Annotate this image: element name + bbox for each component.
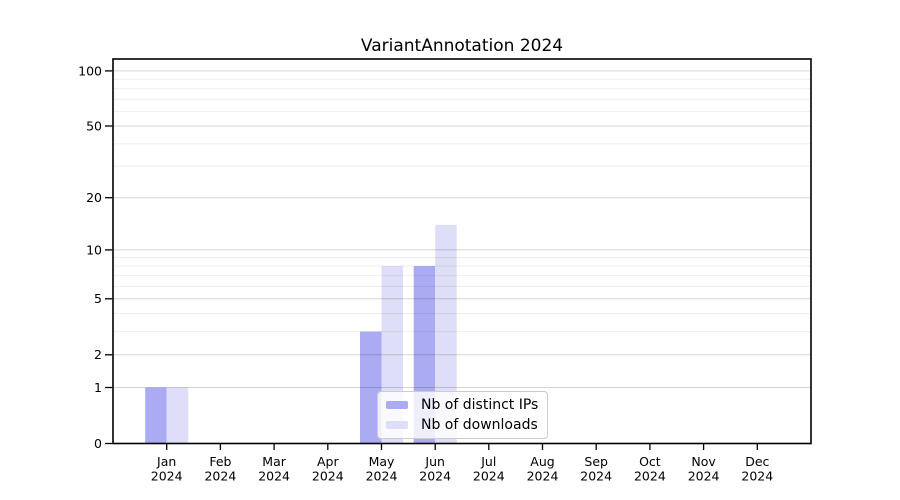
legend-item-downloads: Nb of downloads — [386, 416, 538, 434]
x-tick-label-may-2024: May — [369, 454, 395, 469]
x-tick-label-sep-2024-year: 2024 — [580, 469, 612, 484]
legend-label-distinct-ips: Nb of distinct IPs — [421, 396, 539, 413]
x-tick-label-dec-2024-year: 2024 — [741, 469, 773, 484]
x-tick-label-dec-2024: Dec — [745, 454, 769, 469]
x-tick-label-mar-2024-year: 2024 — [258, 469, 290, 484]
x-tick-label-oct-2024: Oct — [639, 454, 661, 469]
x-tick-label-aug-2024-year: 2024 — [527, 469, 559, 484]
y-tick-label-20: 20 — [86, 190, 102, 205]
x-tick-label-apr-2024: Apr — [317, 454, 339, 469]
x-tick-label-jul-2024: Jul — [480, 454, 496, 469]
x-tick-label-nov-2024: Nov — [691, 454, 716, 469]
legend-label-downloads: Nb of downloads — [421, 416, 538, 433]
y-tick-label-2: 2 — [94, 347, 102, 362]
y-tick-label-5: 5 — [94, 291, 102, 306]
legend-swatch-distinct-ips — [386, 401, 408, 409]
bar-nb-of-distinct-ips-may-2024 — [360, 331, 382, 444]
plot-border — [112, 58, 812, 445]
x-tick-label-aug-2024: Aug — [530, 454, 554, 469]
x-tick-label-jun-2024: Jun — [424, 454, 445, 469]
y-tick-label-100: 100 — [78, 63, 102, 78]
y-tick-label-10: 10 — [86, 242, 102, 257]
y-tick-label-50: 50 — [86, 118, 102, 133]
x-tick-label-feb-2024: Feb — [209, 454, 231, 469]
x-tick-label-apr-2024-year: 2024 — [312, 469, 344, 484]
bar-nb-of-distinct-ips-jan-2024 — [145, 387, 167, 444]
x-tick-label-oct-2024-year: 2024 — [634, 469, 666, 484]
y-tick-label-0: 0 — [94, 436, 102, 451]
x-tick-label-nov-2024-year: 2024 — [688, 469, 720, 484]
legend-swatch-downloads — [386, 421, 408, 429]
x-tick-label-jan-2024-year: 2024 — [151, 469, 183, 484]
bar-nb-of-downloads-jun-2024 — [435, 224, 457, 444]
x-tick-label-jan-2024: Jan — [156, 454, 176, 469]
x-tick-label-sep-2024: Sep — [584, 454, 608, 469]
y-tick-label-1: 1 — [94, 380, 102, 395]
x-tick-label-jul-2024-year: 2024 — [473, 469, 505, 484]
bar-nb-of-downloads-jan-2024 — [166, 387, 189, 444]
x-tick-label-mar-2024: Mar — [262, 454, 286, 469]
x-tick-label-feb-2024-year: 2024 — [204, 469, 236, 484]
x-tick-label-jun-2024-year: 2024 — [419, 469, 451, 484]
legend-item-distinct-ips: Nb of distinct IPs — [386, 396, 538, 414]
chart-title: VariantAnnotation 2024 — [360, 36, 564, 56]
legend: Nb of distinct IPs Nb of downloads — [377, 391, 549, 439]
x-tick-label-may-2024-year: 2024 — [366, 469, 398, 484]
